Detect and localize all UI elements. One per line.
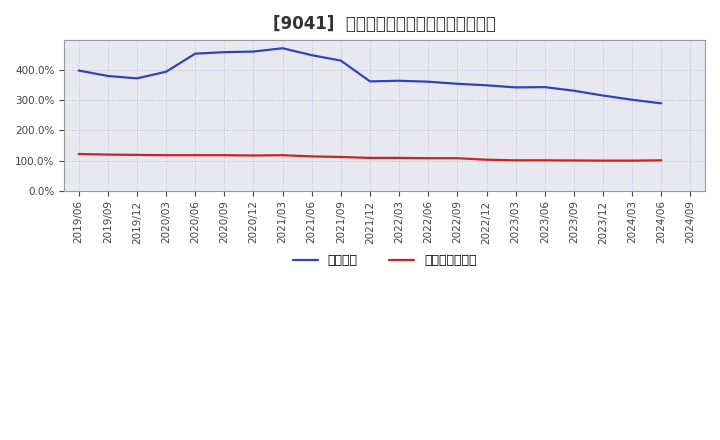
固定長期適合率 [307,154,316,159]
固定長期適合率 [424,156,433,161]
Title: [9041]  固定比率、固定長期適合率の推移: [9041] 固定比率、固定長期適合率の推移 [273,15,496,33]
固定長期適合率 [453,156,462,161]
固定比率 [336,58,345,63]
固定比率 [220,50,229,55]
固定比率 [104,73,112,79]
固定比率 [453,81,462,86]
固定長期適合率 [191,153,199,158]
固定長期適合率 [570,158,578,163]
固定比率 [74,68,83,73]
固定比率 [191,51,199,56]
固定長期適合率 [482,157,491,162]
固定比率 [132,76,141,81]
固定比率 [278,46,287,51]
固定比率 [424,79,433,84]
固定比率 [482,83,491,88]
固定比率 [307,52,316,58]
固定比率 [511,85,520,90]
固定比率 [162,69,171,74]
固定長期適合率 [104,152,112,157]
固定比率 [541,84,549,90]
固定長期適合率 [162,153,171,158]
Line: 固定比率: 固定比率 [78,48,661,103]
固定比率 [249,49,258,54]
固定長期適合率 [628,158,636,163]
固定長期適合率 [657,158,665,163]
固定長期適合率 [249,153,258,158]
固定長期適合率 [278,153,287,158]
固定比率 [657,101,665,106]
固定長期適合率 [395,155,403,161]
固定比率 [366,79,374,84]
固定長期適合率 [336,154,345,160]
固定比率 [628,97,636,103]
固定長期適合率 [74,151,83,157]
Line: 固定長期適合率: 固定長期適合率 [78,154,661,161]
固定長期適合率 [541,158,549,163]
Legend: 固定比率, 固定長期適合率: 固定比率, 固定長期適合率 [288,249,482,272]
固定長期適合率 [599,158,608,163]
固定長期適合率 [511,158,520,163]
固定長期適合率 [220,153,229,158]
固定比率 [395,78,403,84]
固定比率 [599,93,608,98]
固定長期適合率 [132,152,141,158]
固定比率 [570,88,578,93]
固定長期適合率 [366,155,374,161]
